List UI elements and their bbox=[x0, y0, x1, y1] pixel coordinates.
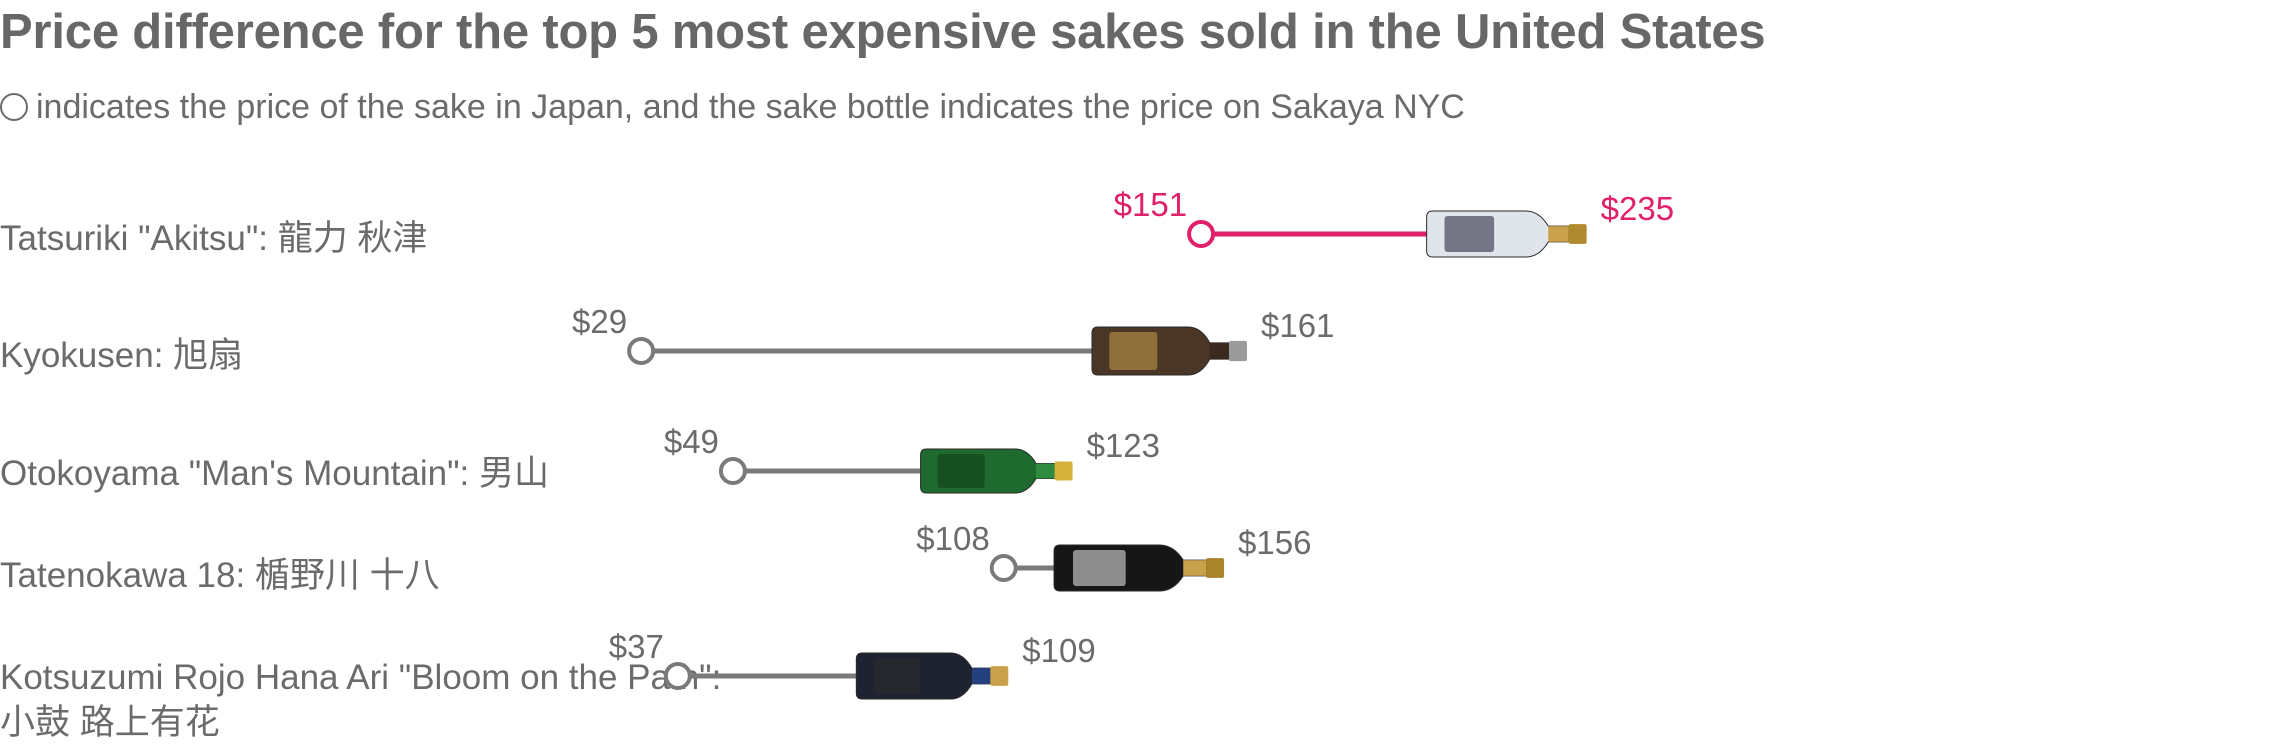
sake-bottle-neck bbox=[1209, 342, 1229, 360]
japan-price-label: $29 bbox=[572, 303, 627, 340]
row-label: Tatenokawa 18: 楯野川 十八 bbox=[0, 556, 440, 595]
row-label: Tatsuriki "Akitsu": 龍力 秋津 bbox=[0, 219, 428, 258]
row-label: Kotsuzumi Rojo Hana Ari "Bloom on the Pa… bbox=[0, 658, 722, 697]
sake-bottle-neck bbox=[1036, 463, 1055, 479]
japan-price-label: $151 bbox=[1114, 186, 1187, 223]
dumbbell-row: $49 $123 bbox=[664, 423, 1160, 494]
chart-subtitle: indicates the price of the sake in Japan… bbox=[0, 88, 1465, 127]
nyc-price-label: $156 bbox=[1238, 524, 1311, 561]
dumbbell-row: $151 $235 bbox=[1114, 186, 1674, 258]
sake-bottle-cap bbox=[1568, 224, 1587, 244]
row-label: Otokoyama "Man's Mountain": 男山 bbox=[0, 454, 549, 493]
japan-price-circle bbox=[627, 337, 656, 365]
japan-price-circle bbox=[718, 457, 747, 485]
sake-bottle-cap bbox=[1228, 340, 1247, 362]
sake-bottle-neck bbox=[1183, 560, 1207, 576]
sake-bottle-cap bbox=[1206, 558, 1225, 578]
sake-bottle-label bbox=[1073, 550, 1126, 586]
sake-bottle-label bbox=[1444, 216, 1495, 252]
sake-bottle-label bbox=[937, 454, 985, 488]
sake-bottle-neck bbox=[971, 668, 991, 684]
sake-bottle-label bbox=[1109, 332, 1158, 370]
nyc-price-label: $123 bbox=[1087, 427, 1160, 464]
sake-bottle-neck bbox=[1548, 226, 1569, 242]
japan-price-circle bbox=[989, 554, 1018, 582]
row-label: 小鼓 路上有花 bbox=[0, 703, 220, 742]
subtitle-text: indicates the price of the sake in Japan… bbox=[36, 88, 1465, 126]
japan-price-label: $37 bbox=[609, 628, 664, 665]
dumbbell-row: $29 $161 bbox=[572, 303, 1334, 376]
nyc-price-label: $235 bbox=[1601, 190, 1674, 227]
legend-circle-icon bbox=[0, 93, 28, 121]
japan-price-circle bbox=[1187, 220, 1216, 248]
dumbbell-row: $108 $156 bbox=[916, 520, 1311, 592]
sake-bottle-cap bbox=[990, 666, 1009, 686]
dumbbell-row: $37 $109 bbox=[609, 628, 1096, 700]
japan-price-label: $49 bbox=[664, 423, 719, 460]
nyc-price-label: $161 bbox=[1261, 307, 1334, 344]
japan-price-label: $108 bbox=[916, 520, 989, 557]
japan-price-circle bbox=[663, 662, 692, 690]
sake-bottle-label bbox=[873, 658, 921, 694]
sake-bottle-cap bbox=[1054, 461, 1073, 481]
chart-title: Price difference for the top 5 most expe… bbox=[0, 5, 1766, 59]
nyc-price-label: $109 bbox=[1022, 632, 1095, 669]
row-label: Kyokusen: 旭扇 bbox=[0, 336, 244, 375]
